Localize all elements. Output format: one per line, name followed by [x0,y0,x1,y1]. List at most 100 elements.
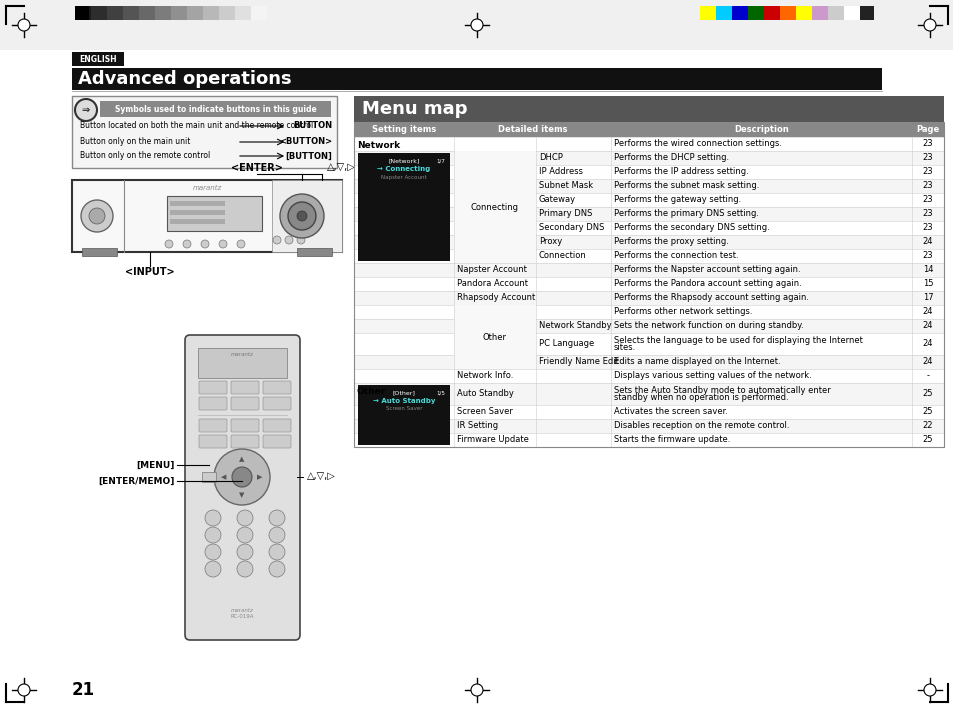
Text: △,▽,▷: △,▽,▷ [307,472,335,482]
Text: 24: 24 [922,307,932,316]
Text: → Connecting: → Connecting [377,166,430,172]
Text: 24: 24 [922,237,932,246]
Text: sites.: sites. [614,343,636,352]
Text: Starts the firmware update.: Starts the firmware update. [614,435,730,445]
FancyBboxPatch shape [199,435,227,448]
Text: → Auto Standby: → Auto Standby [373,398,435,404]
Text: Menu map: Menu map [361,100,467,118]
Circle shape [18,684,30,696]
Bar [747,6,763,20]
Text: [Network]: [Network] [388,159,419,164]
Bar [859,6,873,20]
Circle shape [280,194,324,238]
Bar [354,193,943,207]
Bar [123,6,139,20]
Circle shape [205,561,221,577]
Circle shape [296,211,307,221]
Bar [82,248,117,256]
Circle shape [471,19,482,31]
Text: Screen Saver: Screen Saver [456,408,513,416]
Bar [203,6,219,20]
Bar [75,6,89,20]
Circle shape [269,544,285,560]
Text: <ENTER>: <ENTER> [231,163,283,173]
Text: Network: Network [356,141,399,150]
Text: IR Setting: IR Setting [456,421,497,430]
Bar [354,383,943,405]
Bar [795,6,811,20]
Circle shape [269,561,285,577]
Circle shape [18,19,30,31]
Text: 23: 23 [922,251,932,261]
Text: Button located on both the main unit and the remote control: Button located on both the main unit and… [80,122,313,130]
Bar [296,248,332,256]
Text: 24: 24 [922,321,932,331]
FancyBboxPatch shape [263,419,291,432]
Bar [170,210,225,215]
Bar [700,6,716,20]
Text: Button only on the remote control: Button only on the remote control [80,152,210,161]
Text: 25: 25 [922,389,932,399]
Bar [357,153,450,261]
Text: 23: 23 [922,139,932,149]
Text: [MENU]: [MENU] [136,460,174,469]
Circle shape [923,684,935,696]
Bar [219,6,234,20]
Bar [354,291,943,305]
Text: Napster Account: Napster Account [381,174,426,180]
Bar [354,433,943,447]
Bar [354,419,943,433]
Text: Subnet Mask: Subnet Mask [538,181,593,190]
Bar [167,196,262,231]
Text: ENGLISH: ENGLISH [79,55,116,64]
Text: Firmware Update: Firmware Update [456,435,528,445]
Text: <INPUT>: <INPUT> [125,267,174,277]
Circle shape [471,684,482,696]
Bar [454,305,536,369]
Bar [154,6,171,20]
Circle shape [236,544,253,560]
Circle shape [288,202,315,230]
Text: IP Address: IP Address [538,168,582,176]
FancyBboxPatch shape [185,335,299,640]
Text: Screen Saver: Screen Saver [385,406,422,411]
Text: RC-019A: RC-019A [231,615,254,620]
Circle shape [236,561,253,577]
Text: [Other]: [Other] [392,391,415,396]
Text: Performs the primary DNS setting.: Performs the primary DNS setting. [614,210,759,219]
Circle shape [205,510,221,526]
Bar [71,96,336,168]
Text: ◀: ◀ [221,474,227,480]
Bar [354,165,943,179]
Text: Sets the Auto Standby mode to automatically enter: Sets the Auto Standby mode to automatica… [614,386,830,395]
Bar [170,201,225,206]
Circle shape [296,236,305,244]
Circle shape [75,99,97,121]
Text: Other: Other [356,387,386,396]
Circle shape [285,236,293,244]
Text: 1/5: 1/5 [436,391,444,396]
Text: 22: 22 [922,421,932,430]
Text: [BUTTON]: [BUTTON] [285,152,332,161]
Text: Performs the DHCP setting.: Performs the DHCP setting. [614,154,728,163]
Text: Performs the subnet mask setting.: Performs the subnet mask setting. [614,181,759,190]
Circle shape [273,236,281,244]
Bar [354,319,943,333]
Bar [71,180,341,252]
Text: Secondary DNS: Secondary DNS [538,224,604,232]
Text: standby when no operation is performed.: standby when no operation is performed. [614,393,788,402]
Text: Advanced operations: Advanced operations [78,70,292,88]
Bar [354,249,943,263]
Text: Detailed items: Detailed items [497,125,567,134]
Text: 24: 24 [922,358,932,367]
Bar [354,137,943,151]
Bar [354,235,943,249]
FancyBboxPatch shape [231,381,258,394]
Bar [354,96,943,122]
FancyBboxPatch shape [263,435,291,448]
Text: marantz: marantz [231,607,253,612]
Bar [71,52,124,66]
Bar [272,180,341,252]
Text: Page: Page [916,125,939,134]
Bar [354,151,943,165]
